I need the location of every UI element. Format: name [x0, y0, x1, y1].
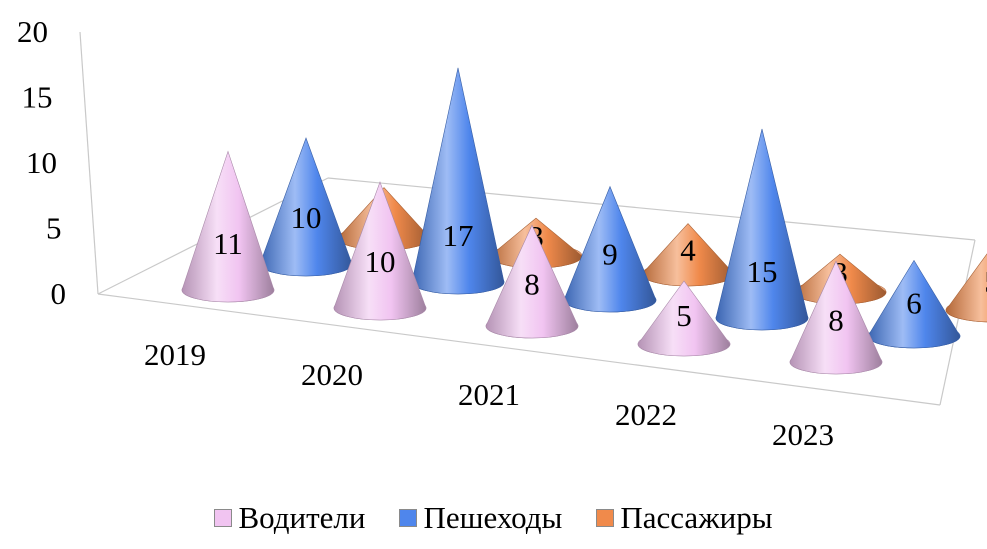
legend: Водители Пешеходы Пассажиры [0, 500, 987, 536]
legend-item-drivers: Водители [214, 500, 365, 536]
floor-right-edge [939, 239, 976, 406]
cone-drivers-2019: 11 [181, 150, 275, 303]
cone-pedestrians-2019: 10 [259, 137, 353, 277]
legend-label-drivers: Водители [238, 500, 366, 535]
x-tick-label: 2020 [301, 357, 363, 392]
legend-swatch-pedestrians [399, 509, 418, 527]
data-label: 4 [680, 232, 696, 267]
data-label: 5 [984, 264, 987, 299]
cone-drivers-2022: 5 [637, 280, 731, 357]
x-tick-label: 2019 [144, 337, 206, 372]
data-label: 8 [828, 303, 844, 338]
y-tick-label: 0 [51, 276, 67, 311]
y-axis-line [79, 31, 99, 295]
cone-pedestrians-2022: 15 [715, 128, 809, 331]
x-tick-label: 2021 [458, 377, 520, 412]
cone-pedestrians-2021: 9 [563, 185, 657, 313]
cone-drivers-2023: 8 [789, 260, 883, 375]
cone-drivers-2020: 10 [333, 181, 427, 321]
data-label: 11 [213, 226, 243, 261]
data-label: 17 [443, 218, 474, 253]
floor-front-edge [97, 293, 941, 406]
data-label: 6 [906, 286, 922, 321]
data-label: 9 [602, 236, 618, 271]
legend-swatch-drivers [214, 509, 233, 527]
cone-pedestrians-2020: 17 [411, 67, 505, 295]
data-label: 15 [747, 254, 778, 289]
y-axis-ticks: 0 5 10 15 20 [17, 14, 66, 311]
legend-label-passengers: Пассажиры [620, 500, 773, 535]
legend-item-pedestrians: Пешеходы [399, 500, 562, 536]
y-tick-label: 15 [22, 80, 53, 115]
cone-pedestrians-2023: 6 [867, 259, 961, 349]
legend-swatch-passengers [596, 509, 615, 527]
legend-label-pedestrians: Пешеходы [423, 500, 563, 535]
data-label: 8 [524, 267, 540, 302]
x-tick-label: 2022 [615, 397, 677, 432]
y-tick-label: 5 [46, 211, 62, 246]
y-tick-label: 20 [17, 14, 48, 49]
data-label: 10 [291, 200, 322, 235]
cone-passengers-2021: 4 [641, 223, 735, 287]
legend-item-passengers: Пассажиры [596, 500, 773, 536]
x-axis-ticks: 2019 2020 2021 2022 2023 [144, 337, 834, 452]
data-label: 5 [676, 298, 692, 333]
data-label: 10 [365, 244, 396, 279]
y-tick-label: 10 [26, 145, 57, 180]
cone-drivers-2021: 8 [485, 224, 579, 339]
cone-passengers-2023: 5 [945, 253, 987, 323]
x-tick-label: 2023 [772, 417, 834, 452]
cones: 43435101791561110858 [181, 67, 987, 375]
